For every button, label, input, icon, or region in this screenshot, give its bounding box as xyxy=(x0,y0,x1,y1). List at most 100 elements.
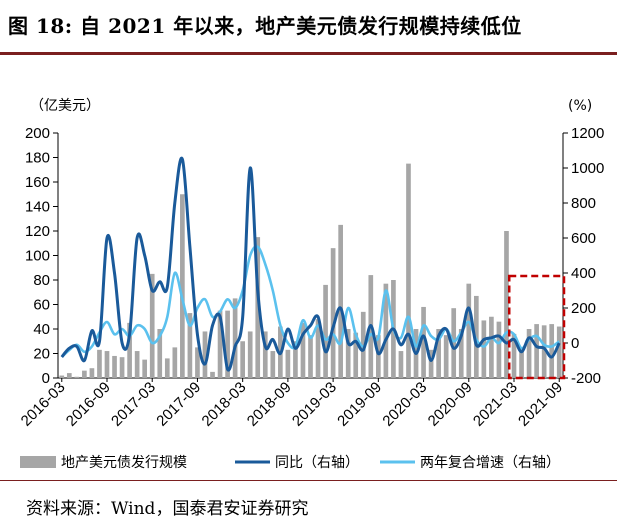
issuance-bar xyxy=(526,329,532,378)
chart-title: 图 18: 自 2021 年以来，地产美元债发行规模持续低位 xyxy=(8,14,522,38)
issuance-bar xyxy=(59,375,65,378)
issuance-bar xyxy=(119,357,125,378)
issuance-bar xyxy=(293,341,298,378)
source-divider xyxy=(0,480,617,481)
left-tick-label: 60 xyxy=(33,297,50,314)
issuance-bar xyxy=(511,333,517,378)
issuance-bar xyxy=(82,370,87,378)
issuance-bar xyxy=(338,224,343,378)
issuance-bar xyxy=(541,325,547,378)
legend: 地产美元债发行规模 同比（右轴） 两年复合增速（右轴） xyxy=(20,454,560,471)
issuance-bar xyxy=(180,194,185,378)
left-tick-label: 120 xyxy=(25,223,50,240)
issuance-bar xyxy=(202,331,208,378)
x-tick-label: 2016-09 xyxy=(63,379,114,430)
issuance-bar xyxy=(315,319,321,378)
issuance-bar xyxy=(556,326,562,378)
issuance-bar xyxy=(353,332,359,378)
issuance-bar xyxy=(217,310,223,378)
issuance-bar xyxy=(255,237,261,378)
right-tick-label: 800 xyxy=(571,195,596,212)
issuance-bar xyxy=(66,373,72,378)
right-axis-unit: (%) xyxy=(568,98,592,114)
left-tick-label: 200 xyxy=(25,125,50,142)
x-tick-label: 2019-09 xyxy=(334,379,385,430)
issuance-bar xyxy=(262,331,268,378)
issuance-bar xyxy=(89,368,95,378)
highlight-box xyxy=(507,274,566,380)
issuance-bar xyxy=(330,248,336,378)
x-tick-label: 2018-03 xyxy=(199,379,250,430)
yoy-line xyxy=(60,156,561,372)
issuance-bar xyxy=(504,231,509,378)
right-tick-label: 0 xyxy=(571,335,579,352)
left-tick-label: 20 xyxy=(33,346,50,363)
issuance-bar xyxy=(127,322,132,378)
issuance-bar xyxy=(436,329,441,378)
issuance-bar xyxy=(164,358,170,378)
issuance-bar xyxy=(375,335,381,378)
issuance-bar xyxy=(451,308,457,378)
x-tick-label: 2021-03 xyxy=(470,379,521,430)
issuance-bar xyxy=(142,359,148,378)
issuance-bar xyxy=(195,347,200,378)
x-tick-label: 2018-09 xyxy=(244,379,295,430)
issuance-bar xyxy=(308,335,313,378)
right-tick-label: 1000 xyxy=(571,160,604,177)
left-tick-label: 40 xyxy=(33,321,50,338)
issuance-bar xyxy=(157,329,163,378)
issuance-bar xyxy=(240,341,246,378)
x-tick-label: 2020-03 xyxy=(379,379,430,430)
issuance-bar xyxy=(383,283,389,378)
legend-label-cagr: 两年复合增速（右轴） xyxy=(420,454,560,471)
issuance-bar xyxy=(496,321,502,378)
left-tick-label: 100 xyxy=(25,248,50,265)
right-tick-label: 200 xyxy=(571,300,596,317)
legend-label-bar: 地产美元债发行规模 xyxy=(61,455,187,471)
right-tick-label: 600 xyxy=(571,230,596,247)
issuance-bar xyxy=(421,306,426,378)
left-tick-label: 0 xyxy=(42,370,50,387)
issuance-bar xyxy=(112,355,117,378)
issuance-bar xyxy=(428,349,434,378)
issuance-bar xyxy=(270,351,276,378)
issuance-bar xyxy=(489,316,494,378)
legend-label-yoy: 同比（右轴） xyxy=(275,455,359,471)
issuance-bar xyxy=(300,322,306,378)
left-tick-label: 160 xyxy=(25,174,50,191)
issuance-bar xyxy=(104,351,110,378)
issuance-bar xyxy=(519,348,524,378)
source-note: 资料来源：Wind，国泰君安证券研究 xyxy=(26,499,309,519)
issuance-bar xyxy=(458,329,464,378)
issuance-bar xyxy=(74,376,80,378)
left-tick-label: 140 xyxy=(25,199,50,216)
x-tick-label: 2017-03 xyxy=(108,379,159,430)
issuance-bar xyxy=(360,311,366,378)
x-tick-label: 2021-09 xyxy=(515,379,566,430)
issuance-bar xyxy=(134,351,140,378)
left-tick-label: 180 xyxy=(25,150,50,167)
x-tick-label: 2020-09 xyxy=(425,379,476,430)
issuance-bar xyxy=(247,331,253,378)
issuance-bar xyxy=(323,284,328,378)
issuance-bar xyxy=(481,320,487,378)
x-tick-label: 2019-03 xyxy=(289,379,340,430)
issuance-bar xyxy=(398,351,404,378)
chart-canvas: 0 20 40 60 80 100 120 140 160 180 200 -200 0 200 400 60… xyxy=(18,98,605,471)
issuance-bar xyxy=(549,324,555,378)
issuance-bar xyxy=(285,349,291,378)
issuance-bar xyxy=(225,310,230,378)
right-tick-label: -200 xyxy=(571,370,601,387)
x-tick-label: 2017-09 xyxy=(153,379,204,430)
issuance-bar xyxy=(97,349,102,378)
issuance-bar xyxy=(187,313,193,378)
issuance-bar xyxy=(466,283,472,378)
issuance-bar xyxy=(345,329,351,378)
issuance-bar xyxy=(172,347,178,378)
legend-swatch-bar xyxy=(20,456,56,468)
issuance-bar xyxy=(406,163,411,378)
left-axis-unit: （亿美元） xyxy=(30,98,100,114)
right-tick-label: 400 xyxy=(571,265,596,282)
issuance-bar xyxy=(443,335,449,378)
right-tick-label: 1200 xyxy=(571,125,604,142)
